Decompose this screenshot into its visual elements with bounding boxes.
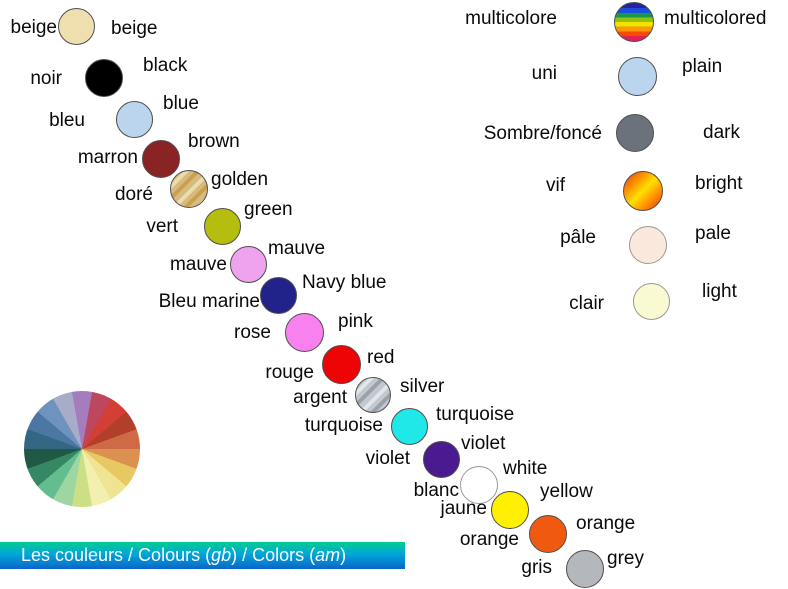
swatch-turquoise — [391, 408, 428, 445]
english-label-blue: blue — [163, 93, 199, 114]
english-label-brown: brown — [188, 131, 240, 152]
swatch-beige — [58, 8, 95, 45]
swatch-yellow — [491, 491, 529, 529]
english-label-dark: dark — [703, 122, 740, 143]
english-label-plain: plain — [682, 56, 723, 77]
english-label-grey: grey — [607, 548, 644, 569]
swatch-multicolored — [614, 2, 654, 42]
swatch-pink — [285, 313, 324, 352]
swatch-brown — [142, 140, 180, 178]
swatch-violet — [423, 441, 460, 478]
english-label-pale: pale — [695, 223, 731, 244]
french-label-uni: uni — [531, 63, 557, 84]
english-label-turquoise: turquoise — [436, 404, 515, 425]
english-label-light: light — [702, 281, 737, 302]
french-label-noir: noir — [30, 68, 62, 89]
french-label-marron: marron — [77, 147, 138, 168]
swatch-light — [633, 283, 670, 320]
english-label-white: white — [503, 458, 548, 479]
english-label-black: black — [143, 55, 188, 76]
title-banner: Les couleurs / Colours (gb) / Colors (am… — [0, 542, 405, 569]
french-label-beige: beige — [10, 17, 58, 38]
swatch-navy-blue — [260, 277, 297, 314]
swatch-red — [322, 345, 361, 384]
english-label-pink: pink — [338, 311, 373, 332]
french-label-sombre-fonce: Sombre/foncé — [483, 123, 602, 144]
french-label-blanc: blanc — [413, 480, 459, 501]
french-label-vert: vert — [146, 216, 178, 237]
swatch-golden — [170, 170, 208, 208]
swatch-pale — [629, 226, 667, 264]
swatch-bright — [623, 171, 663, 211]
swatch-black — [85, 59, 123, 97]
french-label-bleu-marine: Bleu marine — [158, 291, 260, 312]
french-label-violet: violet — [365, 448, 410, 469]
french-label-rose: rose — [234, 322, 271, 343]
french-label-jaune: jaune — [440, 498, 488, 519]
english-label-green: green — [244, 199, 293, 220]
english-label-violet: violet — [461, 433, 506, 454]
french-label-multicolore: multicolore — [465, 8, 557, 29]
french-label-gris: gris — [521, 557, 552, 578]
french-label-dore: doré — [114, 184, 153, 205]
swatch-mauve — [230, 246, 267, 283]
english-label-golden: golden — [211, 169, 269, 190]
french-label-rouge: rouge — [265, 362, 314, 383]
swatch-dark — [616, 114, 654, 152]
title-text: Les couleurs / Colours ( — [21, 545, 212, 565]
french-label-argent: argent — [293, 387, 347, 408]
french-label-pale: pâle — [560, 227, 596, 248]
english-label-yellow: yellow — [540, 481, 593, 502]
swatch-blue — [116, 101, 153, 138]
french-label-turquoise: turquoise — [304, 415, 383, 436]
swatch-green — [204, 208, 241, 245]
english-label-orange: orange — [576, 513, 636, 534]
french-label-mauve: mauve — [169, 254, 227, 275]
french-label-vif: vif — [546, 175, 565, 196]
french-label-orange: orange — [459, 529, 519, 550]
french-label-bleu: bleu — [49, 110, 85, 131]
swatch-orange — [529, 515, 567, 553]
swatch-silver — [355, 377, 391, 413]
color-wheel-image — [24, 391, 140, 507]
english-label-multicolored: multicolored — [664, 8, 767, 29]
swatch-grey — [566, 550, 604, 588]
title-am-abbreviation: am — [315, 545, 341, 565]
english-label-navy-blue: Navy blue — [302, 272, 387, 293]
title-gb-abbreviation: gb — [211, 545, 232, 565]
english-label-bright: bright — [695, 173, 743, 194]
title-text: ) / Colors ( — [231, 545, 316, 565]
english-label-mauve: mauve — [268, 238, 326, 259]
swatch-white — [460, 466, 498, 504]
english-label-beige: beige — [111, 18, 158, 39]
english-label-silver: silver — [400, 376, 445, 397]
title-text: ) — [340, 545, 347, 565]
english-label-red: red — [367, 347, 395, 368]
swatch-plain — [618, 57, 657, 96]
french-label-clair: clair — [569, 293, 604, 314]
